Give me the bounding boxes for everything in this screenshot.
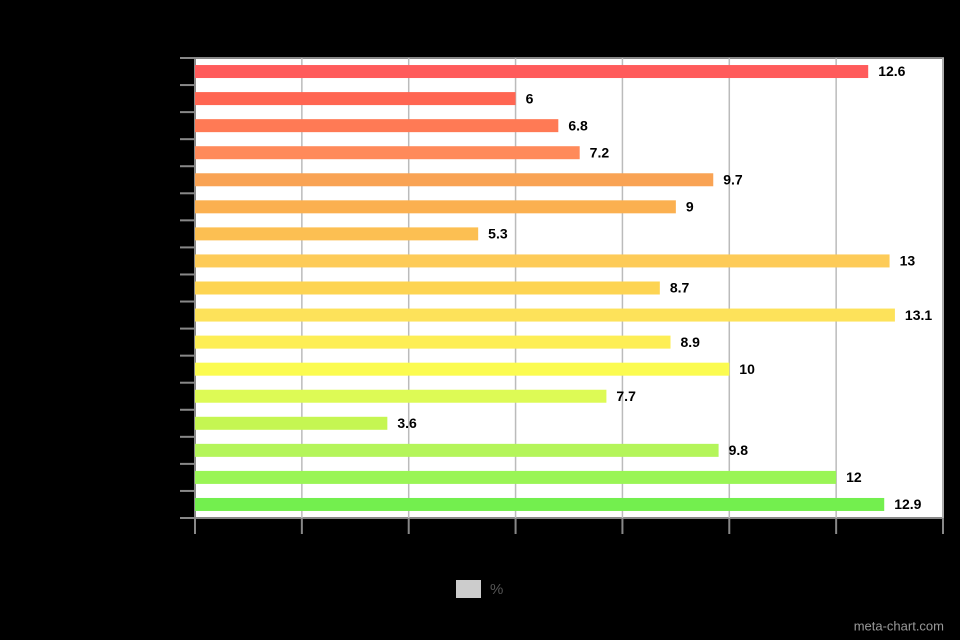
legend-label: % [490, 581, 503, 598]
bar [195, 65, 869, 79]
bar [195, 227, 479, 241]
bar [195, 416, 388, 430]
bar [195, 146, 580, 160]
value-label: 12.6 [878, 63, 905, 79]
value-label: 13 [900, 253, 916, 269]
bar [195, 497, 885, 511]
value-label: 8.7 [670, 280, 690, 296]
bar [195, 335, 671, 349]
bar [195, 200, 676, 214]
value-label: 3.6 [397, 415, 417, 431]
value-label: 7.7 [616, 388, 636, 404]
bar [195, 281, 660, 295]
value-label: 12 [846, 469, 862, 485]
bar [195, 254, 890, 268]
value-label: 5.3 [488, 226, 508, 242]
value-label: 6 [526, 90, 534, 106]
bar [195, 308, 895, 322]
value-label: 8.9 [681, 334, 701, 350]
legend-swatch [456, 580, 481, 598]
value-label: 6.8 [568, 117, 588, 133]
value-label: 12.9 [894, 496, 921, 512]
bar [195, 362, 730, 376]
bar [195, 119, 559, 133]
bar [195, 470, 837, 484]
bar [195, 443, 719, 457]
value-label: 7.2 [590, 144, 610, 160]
bar [195, 173, 714, 187]
value-label: 9.8 [729, 442, 749, 458]
value-label: 9 [686, 199, 694, 215]
value-label: 13.1 [905, 307, 932, 323]
credit: meta-chart.com [854, 618, 944, 633]
value-label: 9.7 [723, 171, 743, 187]
value-label: 10 [739, 361, 755, 377]
bar [195, 92, 516, 106]
bar [195, 389, 607, 403]
